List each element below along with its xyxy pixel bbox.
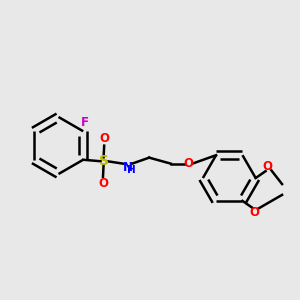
- Text: O: O: [99, 132, 109, 145]
- Text: N: N: [123, 161, 133, 174]
- Text: S: S: [99, 154, 109, 168]
- Text: O: O: [184, 157, 194, 170]
- Text: O: O: [250, 206, 260, 219]
- Text: O: O: [263, 160, 273, 173]
- Text: O: O: [98, 177, 108, 190]
- Text: F: F: [81, 116, 89, 129]
- Text: H: H: [128, 165, 136, 175]
